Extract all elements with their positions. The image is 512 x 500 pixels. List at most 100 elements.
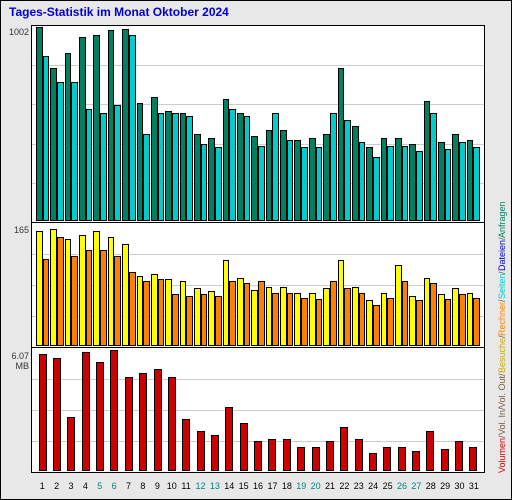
day-group [352, 224, 365, 346]
day-group [280, 349, 293, 471]
bar [338, 68, 345, 221]
bar [402, 146, 409, 222]
day-group [409, 27, 422, 221]
legend-item: Vol. In [497, 410, 507, 435]
bar [258, 146, 265, 222]
day-group [438, 27, 451, 221]
bar [387, 146, 394, 222]
day-group [452, 224, 465, 346]
x-tick: 29 [438, 481, 452, 491]
day-group [395, 349, 408, 471]
day-group [366, 224, 379, 346]
bar [287, 140, 294, 221]
day-group [395, 27, 408, 221]
day-group [251, 224, 264, 346]
day-group [50, 224, 63, 346]
day-group [108, 224, 121, 346]
day-group [93, 27, 106, 221]
bar [180, 113, 187, 221]
day-group [338, 27, 351, 221]
bar [323, 288, 330, 346]
day-group [208, 27, 221, 221]
x-tick: 17 [265, 481, 279, 491]
day-group [381, 224, 394, 346]
day-group [194, 27, 207, 221]
day-group [251, 27, 264, 221]
day-group [122, 224, 135, 346]
x-tick: 30 [452, 481, 466, 491]
day-group [323, 349, 336, 471]
day-group [467, 349, 480, 471]
bar [402, 281, 409, 346]
bar [108, 237, 115, 346]
day-group [237, 224, 250, 346]
day-group [309, 224, 322, 346]
day-group [381, 27, 394, 221]
day-group [294, 27, 307, 221]
bar [158, 279, 165, 346]
legend-item: Vol. Out [497, 376, 507, 408]
bar [452, 134, 459, 221]
x-tick: 14 [222, 481, 236, 491]
bar [266, 130, 273, 221]
x-tick: 7 [121, 481, 135, 491]
day-group [424, 27, 437, 221]
bar [182, 419, 190, 471]
bar [445, 299, 452, 346]
x-tick: 4 [78, 481, 92, 491]
bar [316, 147, 323, 221]
day-group [93, 224, 106, 346]
bar [194, 134, 201, 221]
bar [215, 147, 222, 221]
bar [412, 451, 420, 471]
bar [82, 352, 90, 471]
legend-separator: / [497, 238, 507, 241]
x-tick: 9 [150, 481, 164, 491]
day-group [137, 349, 150, 471]
bar [137, 276, 144, 346]
legend-separator: / [497, 299, 507, 302]
bar [125, 377, 133, 471]
x-tick: 22 [337, 481, 351, 491]
bar [237, 113, 244, 221]
bar [240, 423, 248, 471]
bar [359, 293, 366, 346]
day-group [452, 349, 465, 471]
day-group [79, 349, 92, 471]
bar [53, 358, 61, 471]
bar [129, 272, 136, 346]
bar [430, 113, 437, 221]
bar [438, 294, 445, 346]
bar [287, 293, 294, 346]
bar [469, 447, 477, 471]
bar [143, 134, 150, 221]
day-group [180, 224, 193, 346]
bar [352, 126, 359, 221]
bar [100, 113, 107, 221]
bar [114, 105, 121, 221]
day-group [165, 27, 178, 221]
bar [36, 27, 43, 221]
bar [201, 144, 208, 221]
legend-item: Dateien [497, 240, 507, 271]
y-label-mid: 165 [3, 225, 29, 235]
bar [122, 29, 129, 221]
bar [373, 305, 380, 346]
day-group [151, 224, 164, 346]
x-tick: 2 [49, 481, 63, 491]
day-group [266, 27, 279, 221]
day-group [352, 27, 365, 221]
legend-item: Rechner [497, 302, 507, 336]
legend-item: Anfragen [497, 201, 507, 238]
day-group [108, 27, 121, 221]
panel-bot [31, 347, 485, 473]
bar [244, 283, 251, 346]
day-group [137, 224, 150, 346]
bar [86, 109, 93, 221]
bar [272, 293, 279, 346]
bar [151, 274, 158, 346]
bar [424, 101, 431, 221]
bar [244, 116, 251, 221]
bar [215, 296, 222, 346]
day-group [79, 27, 92, 221]
